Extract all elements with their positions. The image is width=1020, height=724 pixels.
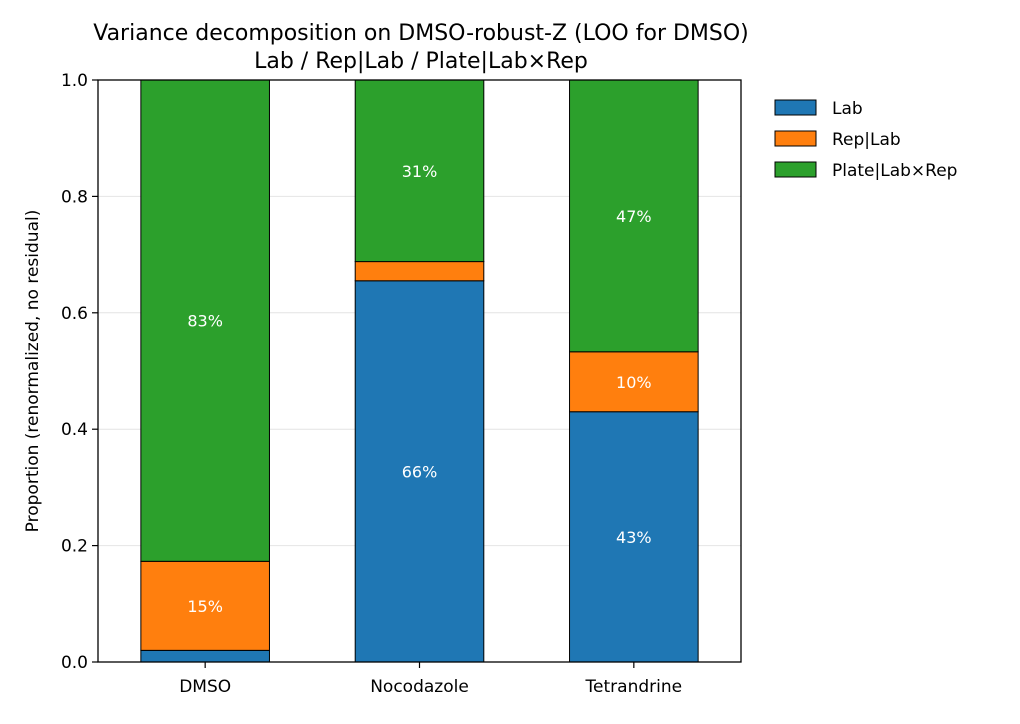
legend: Lab Rep|Lab Plate|Lab×Rep bbox=[774, 99, 957, 181]
data-labels: 15% 83% 66% 31% 43% 10% 47% bbox=[187, 162, 651, 616]
x-tick-label: DMSO bbox=[179, 677, 231, 697]
legend-swatch bbox=[774, 161, 817, 178]
legend-swatch bbox=[774, 130, 817, 147]
y-axis-label: Proportion (renormalized, no residual) bbox=[23, 210, 43, 533]
bar-data-label: 10% bbox=[616, 373, 652, 392]
legend-label: Plate|Lab×Rep bbox=[832, 161, 957, 181]
bar-segment bbox=[569, 411, 699, 663]
y-tick-label: 1.0 bbox=[61, 71, 88, 91]
bar-segment bbox=[140, 560, 270, 651]
bar-segment bbox=[569, 79, 699, 353]
bar-segment bbox=[354, 280, 485, 663]
bar-segment bbox=[140, 649, 270, 663]
x-tick-label: Tetrandrine bbox=[585, 677, 683, 697]
bar-data-label: 15% bbox=[187, 597, 223, 616]
y-tick-label: 0.0 bbox=[61, 653, 88, 673]
bar-segment bbox=[354, 79, 485, 263]
chart-title: Variance decomposition on DMSO-robust-Z … bbox=[93, 21, 749, 46]
chart-subtitle: Lab / Rep|Lab / Plate|Lab×Rep bbox=[254, 49, 588, 74]
bar-segment bbox=[140, 79, 270, 562]
legend-label: Lab bbox=[832, 99, 863, 119]
bar-data-label: 66% bbox=[402, 462, 438, 481]
bar-data-label: 47% bbox=[616, 207, 652, 226]
bar-data-label: 31% bbox=[402, 162, 438, 181]
axes: 0.0 0.2 0.4 0.6 0.8 1.0 DMSO Nocodazole Tetrandr… bbox=[61, 71, 682, 697]
bar-data-label: 43% bbox=[616, 528, 652, 547]
legend-swatch bbox=[774, 99, 817, 116]
bar-segment bbox=[569, 351, 699, 413]
y-tick-label: 0.8 bbox=[61, 187, 88, 207]
bar-data-label: 83% bbox=[187, 312, 223, 331]
y-tick-label: 0.2 bbox=[61, 537, 88, 557]
y-tick-label: 0.6 bbox=[61, 304, 88, 324]
bars bbox=[140, 79, 699, 663]
legend-label: Rep|Lab bbox=[832, 130, 901, 150]
bar-segment bbox=[354, 261, 485, 282]
y-tick-label: 0.4 bbox=[61, 420, 88, 440]
x-tick-label: Nocodazole bbox=[370, 677, 469, 697]
